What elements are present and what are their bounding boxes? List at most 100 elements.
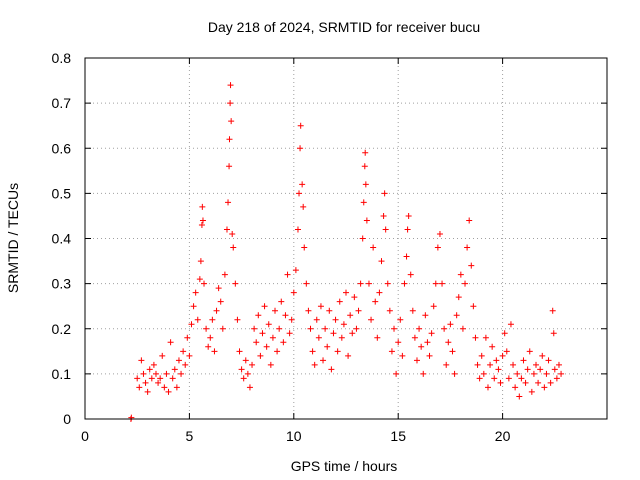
- data-point: [543, 370, 550, 377]
- data-point: [462, 280, 469, 287]
- data-point: [535, 379, 542, 386]
- data-point: [397, 316, 404, 323]
- data-point: [280, 339, 287, 346]
- data-point: [549, 307, 556, 314]
- data-point: [297, 122, 304, 129]
- data-point: [146, 366, 153, 373]
- data-point: [505, 375, 512, 382]
- data-point: [234, 316, 241, 323]
- data-point: [171, 366, 178, 373]
- data-point: [493, 357, 500, 364]
- data-point: [194, 316, 201, 323]
- data-point: [255, 312, 262, 319]
- data-point: [261, 303, 268, 310]
- data-point: [184, 334, 191, 341]
- data-point: [230, 244, 237, 251]
- data-point: [516, 393, 523, 400]
- data-point: [466, 217, 473, 224]
- data-point: [380, 212, 387, 219]
- data-point: [244, 370, 251, 377]
- data-point: [439, 280, 446, 287]
- data-point: [472, 334, 479, 341]
- data-point: [503, 348, 510, 355]
- data-point: [514, 370, 521, 377]
- data-point: [303, 280, 310, 287]
- data-point: [384, 280, 391, 287]
- data-point: [482, 334, 489, 341]
- data-point: [292, 267, 299, 274]
- data-point: [362, 149, 369, 156]
- data-point: [186, 352, 193, 359]
- data-point: [297, 145, 304, 152]
- data-point: [362, 181, 369, 188]
- data-point: [150, 361, 157, 368]
- x-tick-label: 20: [495, 428, 511, 444]
- data-point: [253, 339, 260, 346]
- plot-frame: [84, 57, 608, 420]
- data-point: [251, 325, 258, 332]
- data-point: [340, 321, 347, 328]
- data-point: [286, 330, 293, 337]
- data-point: [376, 289, 383, 296]
- data-point: [274, 348, 281, 355]
- data-point: [399, 352, 406, 359]
- data-point: [211, 348, 218, 355]
- y-tick-label: 0.1: [52, 366, 72, 382]
- data-point: [267, 361, 274, 368]
- data-point: [453, 312, 460, 319]
- data-point: [551, 366, 558, 373]
- data-point: [518, 375, 525, 382]
- data-point: [338, 334, 345, 341]
- data-point: [152, 370, 159, 377]
- y-tick-label: 0.7: [52, 95, 72, 111]
- data-point: [228, 118, 235, 125]
- data-point: [134, 375, 141, 382]
- data-point: [365, 280, 372, 287]
- data-point: [140, 370, 147, 377]
- data-point: [345, 352, 352, 359]
- data-point: [169, 375, 176, 382]
- data-point: [209, 316, 216, 323]
- data-point: [468, 262, 475, 269]
- data-point: [182, 361, 189, 368]
- data-point: [223, 226, 230, 233]
- data-point: [436, 230, 443, 237]
- data-point: [510, 361, 517, 368]
- data-point: [420, 370, 427, 377]
- data-point: [407, 271, 414, 278]
- data-point: [393, 370, 400, 377]
- data-point: [480, 370, 487, 377]
- data-point: [332, 316, 339, 323]
- data-point: [459, 325, 466, 332]
- data-point: [424, 339, 431, 346]
- data-point: [276, 325, 283, 332]
- data-point: [236, 348, 243, 355]
- chart-grid: [85, 58, 607, 419]
- data-point: [507, 321, 514, 328]
- data-point: [351, 294, 358, 301]
- data-point: [418, 343, 425, 350]
- data-point: [405, 212, 412, 219]
- data-point: [290, 289, 297, 296]
- x-tick-label: 15: [390, 428, 406, 444]
- data-point: [361, 163, 368, 170]
- data-point: [487, 361, 494, 368]
- data-point: [188, 321, 195, 328]
- data-point: [165, 388, 172, 395]
- data-point: [269, 334, 276, 341]
- data-point: [353, 325, 360, 332]
- data-point: [225, 199, 232, 206]
- data-point: [296, 190, 303, 197]
- data-point: [386, 307, 393, 314]
- data-point: [447, 321, 454, 328]
- data-point: [349, 330, 356, 337]
- data-point: [428, 330, 435, 337]
- data-point: [530, 370, 537, 377]
- data-point: [336, 298, 343, 305]
- data-point: [382, 226, 389, 233]
- data-point: [360, 199, 367, 206]
- data-point: [198, 221, 205, 228]
- data-point: [476, 375, 483, 382]
- data-point: [558, 370, 565, 377]
- data-point: [520, 357, 527, 364]
